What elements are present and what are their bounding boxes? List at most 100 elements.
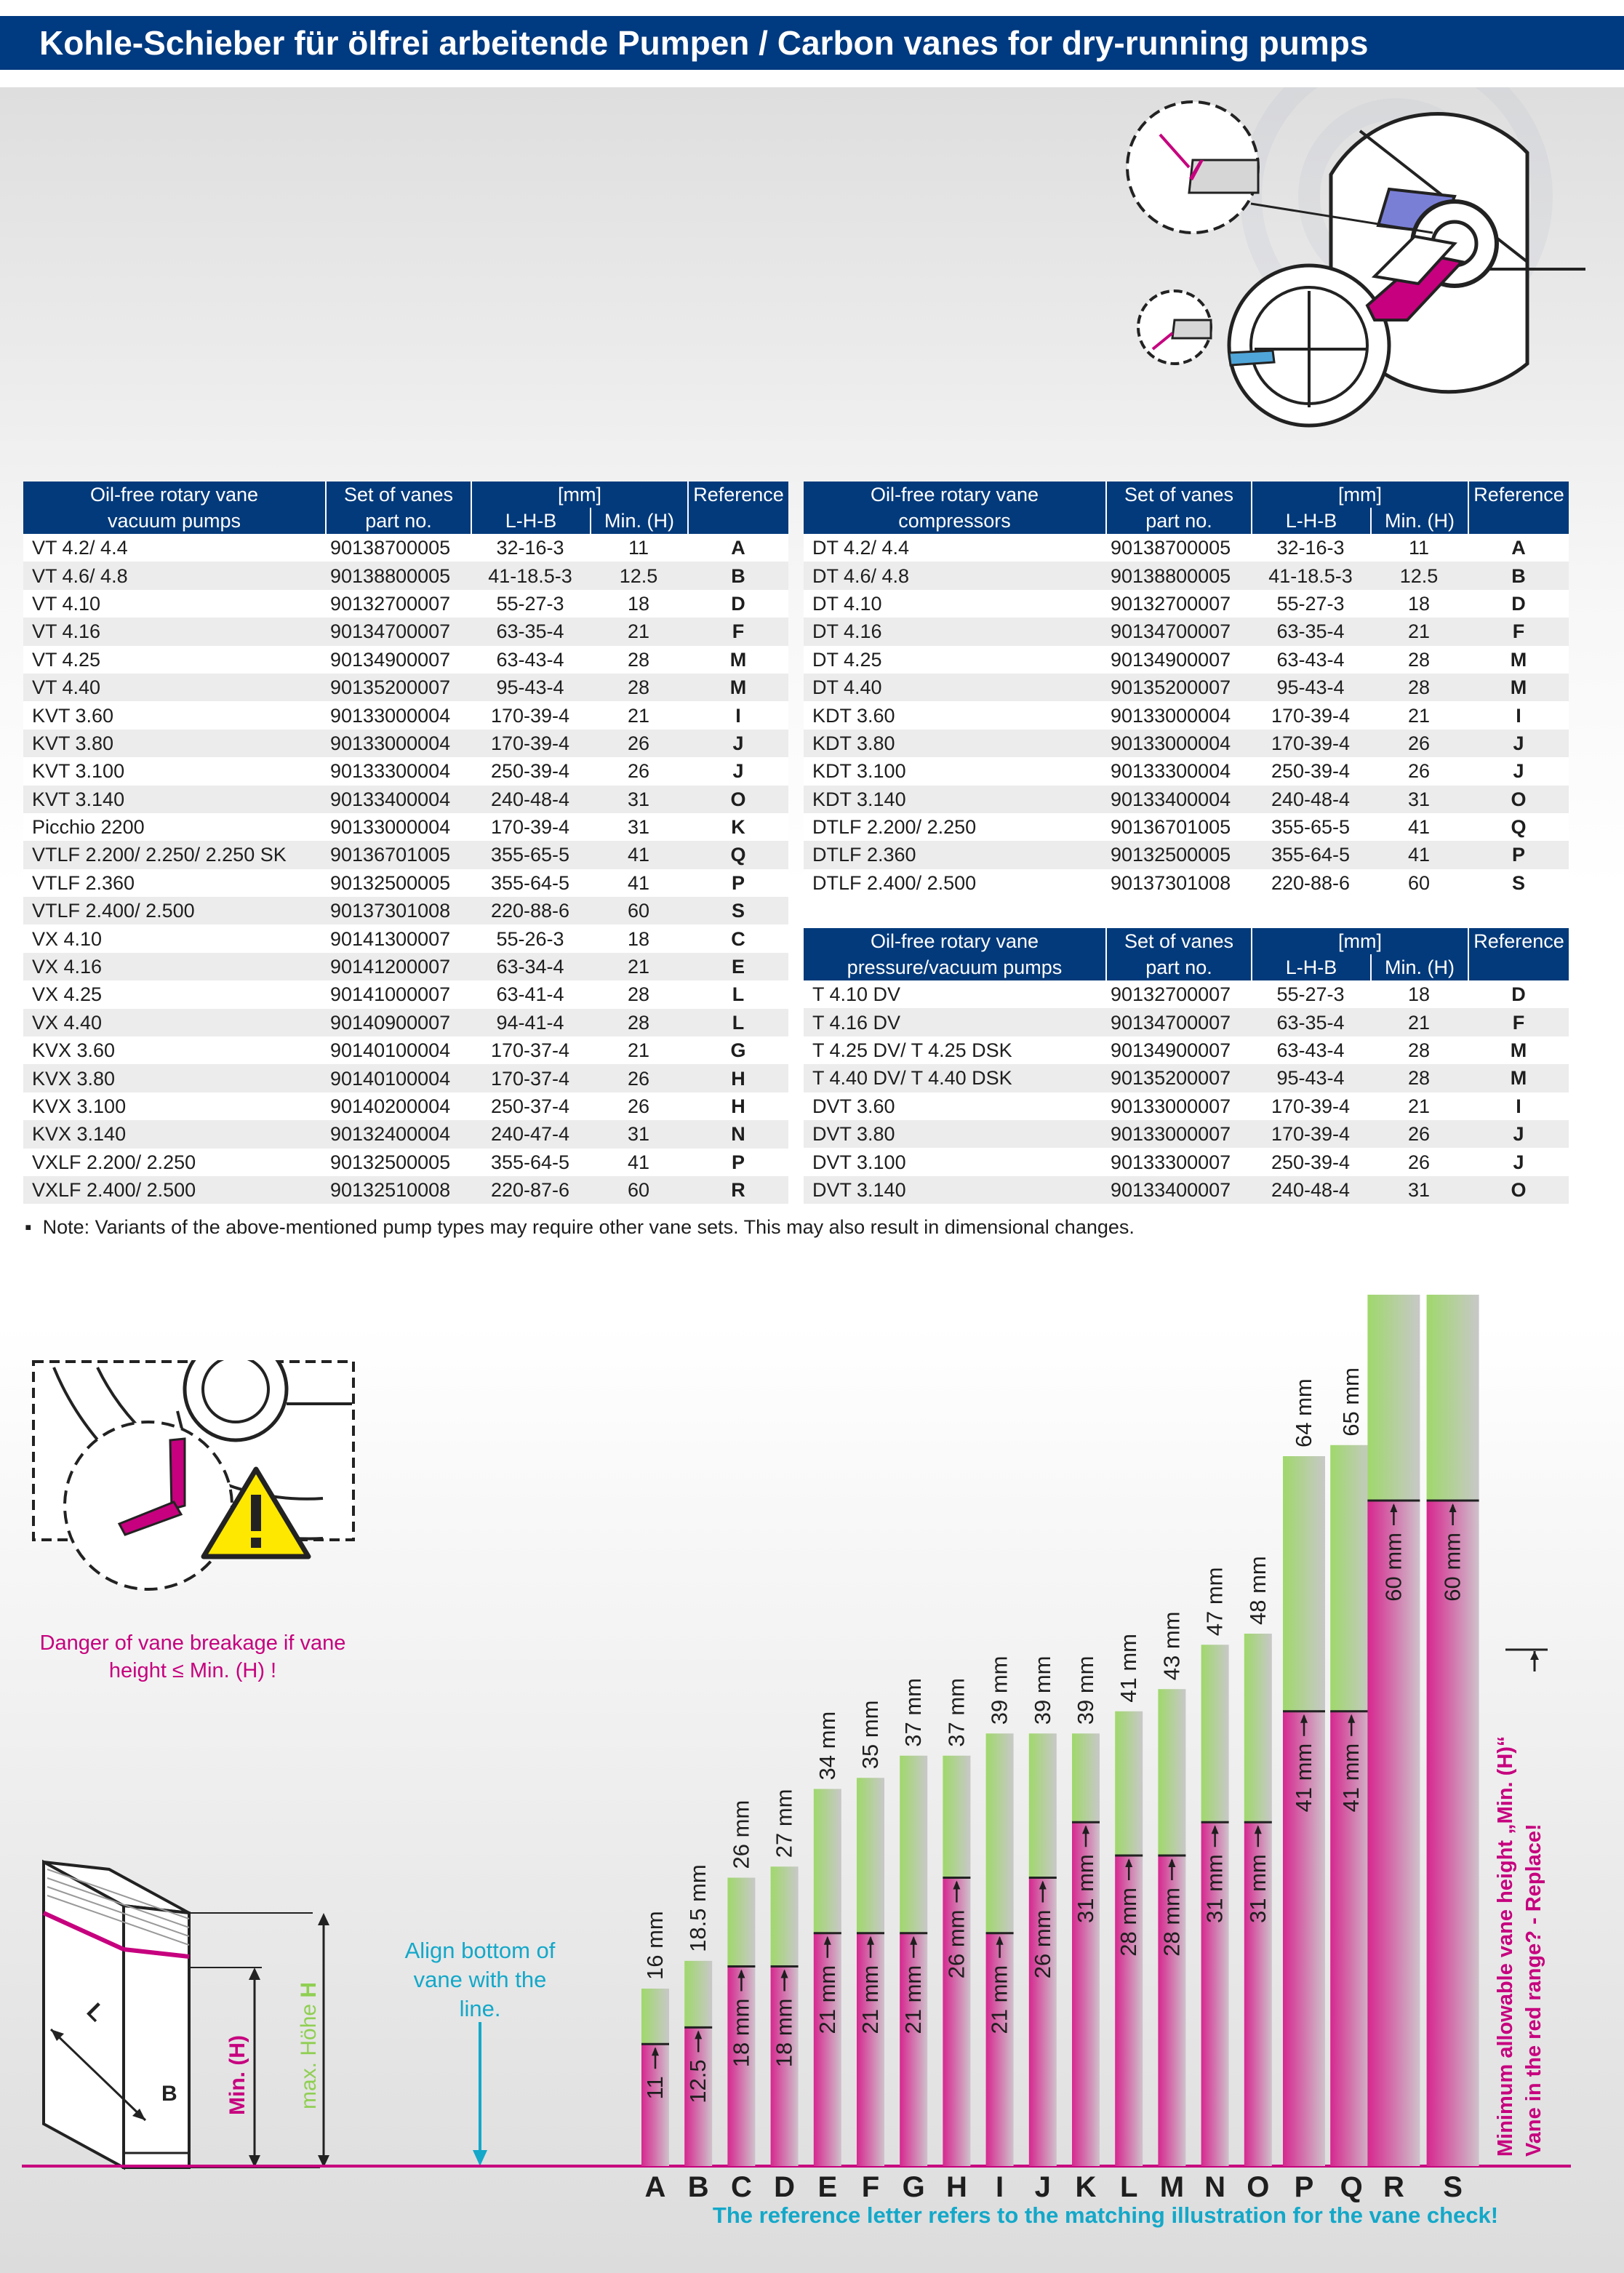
pump-model-cell: DVT 3.100 (804, 1148, 1106, 1176)
bar-min-label: 31 mm (1245, 1854, 1271, 1923)
pump-model-cell: VXLF 2.200/ 2.250 (23, 1148, 326, 1176)
header-part-no: Set of vanes part no. (326, 482, 472, 534)
side-note-replace: Vane in the red range? - Replace! (1522, 1823, 1545, 2157)
header-reference: Reference (1468, 482, 1569, 534)
bar-max-height (1283, 1456, 1325, 1711)
bar-max-height (857, 1778, 884, 1933)
part-number-cell: 90133000004 (326, 729, 471, 758)
min-height-cell: 26 (1369, 729, 1468, 758)
dimension-cell: 355-65-5 (1252, 812, 1369, 842)
min-arrow-head (1254, 1825, 1262, 1834)
pump-model-cell: VX 4.25 (23, 980, 326, 1009)
side-note-min-height: Minimum allowable vane height „Min. (H)“ (1494, 1735, 1517, 2157)
reference-cell: I (688, 701, 788, 730)
table-row: KDT 3.80 90133000004 170-39-4 26 J (804, 729, 1569, 758)
table-row: KVX 3.60 90140100004 170-37-4 21 G (23, 1036, 788, 1065)
bar-max-label: 39 mm (1030, 1656, 1055, 1725)
part-number-cell: 90132500005 (326, 1148, 471, 1176)
reference-cell: F (688, 618, 788, 646)
bar-max-label: 39 mm (1073, 1656, 1098, 1725)
part-number-cell: 90133400004 (1106, 785, 1252, 813)
dimension-cell: 250-39-4 (1252, 1148, 1369, 1176)
table-row: KVT 3.60 90133000004 170-39-4 21 I (23, 701, 788, 730)
min-arrow-head (996, 1936, 1004, 1945)
bar-min-label: 11 (642, 2076, 668, 2099)
dimension-cell: 250-39-4 (1252, 757, 1369, 786)
dimension-cell: 170-39-4 (1252, 1119, 1369, 1149)
bar-min-label: 21 mm (987, 1965, 1012, 2034)
part-number-cell: 90134900007 (1106, 1036, 1252, 1065)
compressors-table: Oil-free rotary vane compressors Set of v… (804, 482, 1569, 898)
bar-min-label: 21 mm (900, 1965, 926, 2034)
pump-model-cell: KVX 3.140 (23, 1120, 326, 1149)
min-height-cell: 21 (1369, 1092, 1468, 1120)
min-height-cell: 28 (1369, 1064, 1468, 1092)
dimension-cell: 240-48-4 (471, 785, 589, 813)
dimension-cell: 32-16-3 (471, 534, 589, 562)
bar-max-height (985, 1733, 1014, 1933)
min-height-cell: 11 (1369, 534, 1468, 562)
table-row: T 4.25 DV/ T 4.25 DSK 90134900007 63-43-4 2… (804, 1036, 1569, 1065)
part-number-cell: 90137301008 (326, 897, 471, 925)
bar-max-height (1201, 1645, 1229, 1823)
dimension-cell: 220-88-6 (471, 897, 589, 925)
bar-min-label: 41 mm (1291, 1743, 1316, 1813)
reference-cell: J (1468, 729, 1569, 758)
table-row: T 4.16 DV 90134700007 63-35-4 21 F (804, 1008, 1569, 1036)
bar-min-height (1115, 1855, 1143, 2166)
dimension-cell: 63-34-4 (471, 952, 589, 981)
bar-max-height (1426, 1295, 1479, 1501)
align-arrow (473, 2022, 487, 2166)
pump-model-cell: VT 4.2/ 4.4 (23, 534, 326, 562)
bar-max-label: 47 mm (1202, 1567, 1228, 1637)
reference-cell: P (688, 868, 788, 898)
table-row: KVT 3.100 90133300004 250-39-4 26 J (23, 757, 788, 786)
dimension-cell: 355-64-5 (471, 1148, 589, 1176)
pump-model-cell: VT 4.25 (23, 645, 326, 674)
category-letter: C (731, 2171, 752, 2203)
min-height-cell: 28 (1369, 645, 1468, 674)
reference-cell: O (688, 785, 788, 813)
min-height-cell: 60 (589, 1175, 688, 1205)
part-number-cell: 90134700007 (326, 618, 471, 646)
header-part-no: Set of vanes part no. (1106, 928, 1252, 980)
category-letter: D (774, 2171, 795, 2203)
min-arrow-head (823, 1936, 831, 1945)
header-reference: Reference (1468, 928, 1569, 980)
pressure-vacuum-table: Oil-free rotary vane pressure/vacuum pump… (804, 928, 1569, 1205)
table-row: KVX 3.80 90140100004 170-37-4 26 H (23, 1064, 788, 1092)
header-part-no: Set of vanes part no. (1106, 482, 1252, 534)
table-row: DTLF 2.360 90132500005 355-64-5 41 P (804, 841, 1569, 869)
category-letter: B (688, 2171, 709, 2203)
pump-model-cell: KVT 3.60 (23, 701, 326, 730)
reference-cell: I (1468, 701, 1569, 730)
min-height-cell: 26 (589, 757, 688, 786)
part-number-cell: 90132500005 (326, 868, 471, 898)
min-height-cell: 21 (1369, 701, 1468, 730)
min-arrow-head (695, 2030, 703, 2040)
bar-max-height (813, 1789, 841, 1933)
min-arrow-head (737, 1969, 745, 1978)
label-B: B (161, 2082, 177, 2106)
table-row: VT 4.40 90135200007 95-43-4 28 M (23, 673, 788, 702)
bar-max-height (641, 1989, 669, 2045)
pump-model-cell: T 4.25 DV/ T 4.25 DSK (804, 1036, 1106, 1065)
bar-max-label: 37 mm (943, 1678, 969, 1747)
pump-model-cell: DVT 3.80 (804, 1119, 1106, 1149)
bar-max-label: 39 mm (987, 1656, 1012, 1725)
bar-max-height (1367, 1295, 1420, 1501)
dimension-cell: 355-64-5 (471, 868, 589, 898)
bar-min-label: 18 mm (772, 1999, 797, 2068)
pump-model-cell: DT 4.6/ 4.8 (804, 562, 1106, 590)
bar-min-height (770, 1966, 799, 2166)
table-row: T 4.40 DV/ T 4.40 DSK 90135200007 95-43-4 2… (804, 1064, 1569, 1092)
min-height-cell: 41 (589, 841, 688, 869)
dimension-cell: 63-43-4 (471, 645, 589, 674)
part-number-cell: 90133000004 (326, 701, 471, 730)
category-letter: S (1443, 2171, 1463, 2203)
dimension-cell: 63-43-4 (1252, 1036, 1369, 1065)
side-arrow (1505, 1648, 1548, 1671)
reference-cell: S (1468, 868, 1569, 898)
reference-cell: B (1468, 562, 1569, 590)
reference-cell: F (1468, 618, 1569, 646)
